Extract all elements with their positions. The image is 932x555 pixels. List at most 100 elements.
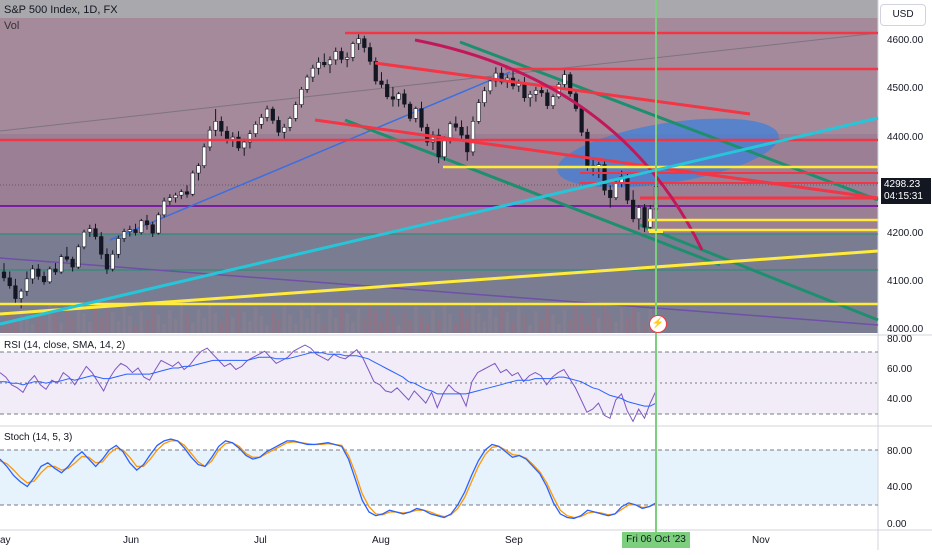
marker-tick — [649, 231, 663, 233]
volume-bar — [190, 323, 195, 333]
volume-bar — [265, 325, 269, 333]
volume-bar — [516, 307, 521, 333]
candle-body — [373, 61, 378, 82]
candle-body — [156, 214, 161, 234]
volume-bar — [522, 316, 527, 333]
volume-bar — [614, 322, 618, 333]
price-tick: 4000.00 — [887, 324, 924, 335]
symbol-title[interactable]: S&P 500 Index, 1D, FX — [4, 4, 118, 16]
volume-label[interactable]: Vol — [4, 20, 20, 32]
volume-bar — [93, 308, 98, 333]
candle-body — [602, 164, 607, 191]
volume-bar — [471, 304, 475, 333]
volume-bar — [562, 310, 567, 333]
candle-body — [642, 207, 647, 228]
channel-red-lower — [314, 118, 879, 200]
volume-bar — [373, 312, 378, 333]
volume-bar — [30, 324, 35, 333]
candle-body — [390, 96, 396, 100]
volume-bar — [631, 303, 635, 333]
candle-body — [465, 134, 470, 153]
volume-bar — [642, 321, 647, 333]
price-tick: 4200.00 — [887, 228, 924, 239]
candle-body — [173, 194, 178, 198]
volume-bar — [53, 314, 58, 333]
volume-bar — [139, 311, 144, 333]
volume-bar — [499, 303, 504, 333]
volume-bar — [173, 319, 178, 333]
volume-bar — [413, 306, 418, 333]
candle-body — [625, 176, 630, 201]
arc-drawing — [414, 38, 704, 251]
volume-bar — [391, 316, 395, 333]
drawings-front — [0, 31, 879, 326]
volume-bar — [36, 310, 41, 333]
currency-button[interactable]: USD — [880, 4, 926, 26]
candle-body — [367, 47, 373, 62]
volume-bar — [156, 315, 161, 333]
rsi-tick: 80.00 — [887, 334, 912, 345]
candle-body — [522, 82, 527, 99]
candle-body — [585, 131, 590, 166]
candle-body — [379, 80, 384, 85]
candle-body — [316, 61, 321, 69]
volume-bar — [459, 309, 464, 333]
candle-body — [59, 256, 64, 273]
stoch-legend[interactable]: Stoch (14, 5, 3) — [4, 432, 73, 443]
volume-bar — [208, 304, 212, 333]
volume-bar — [402, 311, 407, 333]
time-label: Jul — [254, 535, 267, 546]
volume-bar — [591, 309, 595, 333]
candle-body — [493, 72, 498, 82]
volume-bar — [534, 311, 538, 333]
rsi-legend[interactable]: RSI (14, close, SMA, 14, 2) — [4, 340, 126, 351]
candle-body — [207, 129, 212, 148]
volume-bar — [328, 309, 332, 333]
stoch-tick: 40.00 — [887, 482, 912, 493]
price-tick: 4600.00 — [887, 35, 924, 46]
candle-body — [579, 108, 584, 133]
volume-bar — [574, 305, 578, 333]
volume-bar — [597, 318, 601, 333]
candle-body — [224, 130, 230, 141]
candle-body — [190, 172, 195, 195]
candle-body — [81, 231, 87, 248]
stoch-tick: 80.00 — [887, 446, 912, 457]
volume-bar — [162, 324, 166, 333]
volume-bar — [122, 307, 126, 333]
candle-body — [545, 92, 550, 106]
volume-bar — [539, 320, 544, 333]
time-label: Jun — [123, 535, 139, 546]
price-tick: 4100.00 — [887, 276, 924, 287]
candle-body — [539, 90, 544, 94]
candle-body — [476, 102, 481, 122]
candle-body — [116, 238, 121, 255]
candle-body — [362, 38, 367, 48]
candle-body — [282, 126, 287, 133]
candle-body — [179, 191, 184, 196]
candle-body — [110, 253, 115, 270]
ellipse-drawing — [557, 118, 779, 188]
volume-bar — [505, 312, 510, 333]
volume-bar — [185, 314, 189, 333]
candle-body — [1, 271, 7, 279]
volume-bar — [299, 310, 304, 333]
candle-body — [76, 246, 81, 268]
candle-body — [648, 208, 653, 228]
candle-body — [407, 103, 413, 119]
rsi-sma-line — [0, 352, 657, 407]
price-tick: 4500.00 — [887, 83, 924, 94]
candle-body — [167, 197, 172, 202]
volume-bar — [253, 307, 258, 333]
candle-body — [13, 285, 18, 299]
candle-body — [162, 200, 167, 216]
trendline-gray — [0, 32, 879, 132]
volume-bar — [196, 309, 201, 333]
stoch-pane — [0, 438, 878, 520]
candle-body — [122, 231, 127, 239]
volume-bar — [556, 324, 561, 333]
lightning-icon[interactable]: ⚡ — [649, 315, 667, 333]
volume-bar — [150, 306, 155, 333]
volume-bar — [219, 322, 224, 333]
